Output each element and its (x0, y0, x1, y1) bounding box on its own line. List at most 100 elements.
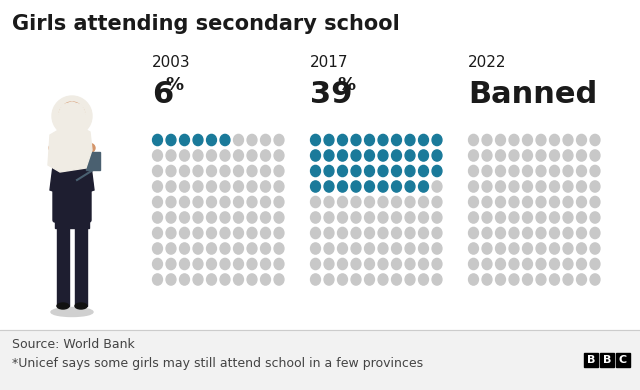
Text: Source: World Bank: Source: World Bank (12, 337, 135, 351)
Ellipse shape (432, 259, 442, 269)
Ellipse shape (351, 181, 361, 192)
Ellipse shape (220, 259, 230, 269)
Ellipse shape (260, 181, 271, 192)
Ellipse shape (351, 243, 361, 254)
Ellipse shape (432, 135, 442, 145)
Ellipse shape (274, 227, 284, 239)
Ellipse shape (419, 150, 428, 161)
Text: Banned: Banned (468, 80, 597, 109)
Ellipse shape (522, 165, 532, 177)
Ellipse shape (260, 212, 271, 223)
Circle shape (52, 96, 92, 136)
Ellipse shape (193, 181, 203, 192)
Ellipse shape (51, 307, 93, 317)
Ellipse shape (234, 212, 243, 223)
Ellipse shape (365, 243, 374, 254)
Ellipse shape (180, 150, 189, 161)
Ellipse shape (337, 197, 348, 207)
Ellipse shape (166, 197, 176, 207)
Ellipse shape (536, 259, 546, 269)
Ellipse shape (180, 197, 189, 207)
Ellipse shape (378, 150, 388, 161)
Ellipse shape (351, 259, 361, 269)
Ellipse shape (274, 150, 284, 161)
Ellipse shape (590, 259, 600, 269)
Ellipse shape (419, 181, 428, 192)
Ellipse shape (324, 135, 334, 145)
Ellipse shape (495, 212, 506, 223)
Ellipse shape (563, 243, 573, 254)
Ellipse shape (419, 259, 428, 269)
Ellipse shape (247, 135, 257, 145)
Ellipse shape (563, 212, 573, 223)
Ellipse shape (365, 274, 374, 285)
Ellipse shape (468, 181, 479, 192)
Ellipse shape (260, 150, 271, 161)
Ellipse shape (550, 274, 559, 285)
Ellipse shape (337, 243, 348, 254)
Ellipse shape (260, 274, 271, 285)
Ellipse shape (468, 197, 479, 207)
Ellipse shape (536, 165, 546, 177)
Ellipse shape (378, 165, 388, 177)
Ellipse shape (152, 150, 163, 161)
Ellipse shape (247, 197, 257, 207)
Bar (75, 226, 87, 306)
Text: 2022: 2022 (468, 55, 506, 70)
Ellipse shape (207, 197, 216, 207)
Ellipse shape (522, 243, 532, 254)
Ellipse shape (590, 165, 600, 177)
Ellipse shape (509, 259, 519, 269)
Ellipse shape (550, 243, 559, 254)
Ellipse shape (260, 243, 271, 254)
Ellipse shape (432, 227, 442, 239)
Ellipse shape (378, 181, 388, 192)
Ellipse shape (590, 135, 600, 145)
Ellipse shape (193, 165, 203, 177)
Ellipse shape (482, 259, 492, 269)
Ellipse shape (432, 212, 442, 223)
Text: 6: 6 (152, 80, 173, 109)
Ellipse shape (550, 227, 559, 239)
Ellipse shape (495, 227, 506, 239)
Ellipse shape (220, 197, 230, 207)
Polygon shape (83, 150, 94, 192)
Ellipse shape (75, 303, 87, 309)
Ellipse shape (310, 181, 321, 192)
Ellipse shape (378, 135, 388, 145)
Ellipse shape (563, 274, 573, 285)
Ellipse shape (260, 165, 271, 177)
Ellipse shape (207, 165, 216, 177)
Ellipse shape (247, 165, 257, 177)
Ellipse shape (152, 197, 163, 207)
Ellipse shape (577, 227, 586, 239)
Ellipse shape (152, 227, 163, 239)
Ellipse shape (536, 212, 546, 223)
Ellipse shape (247, 243, 257, 254)
Ellipse shape (536, 181, 546, 192)
Ellipse shape (337, 259, 348, 269)
Ellipse shape (522, 197, 532, 207)
Ellipse shape (468, 243, 479, 254)
Ellipse shape (522, 259, 532, 269)
Ellipse shape (509, 274, 519, 285)
Ellipse shape (392, 212, 401, 223)
Ellipse shape (577, 212, 586, 223)
Ellipse shape (563, 259, 573, 269)
Ellipse shape (550, 181, 559, 192)
Ellipse shape (365, 165, 374, 177)
Ellipse shape (310, 227, 321, 239)
Text: 39: 39 (310, 80, 353, 109)
Ellipse shape (590, 243, 600, 254)
Polygon shape (50, 150, 61, 192)
Ellipse shape (432, 274, 442, 285)
Ellipse shape (405, 227, 415, 239)
Ellipse shape (365, 181, 374, 192)
Ellipse shape (495, 274, 506, 285)
Ellipse shape (337, 227, 348, 239)
Ellipse shape (590, 212, 600, 223)
Ellipse shape (536, 243, 546, 254)
Ellipse shape (577, 259, 586, 269)
Ellipse shape (405, 259, 415, 269)
Ellipse shape (378, 243, 388, 254)
